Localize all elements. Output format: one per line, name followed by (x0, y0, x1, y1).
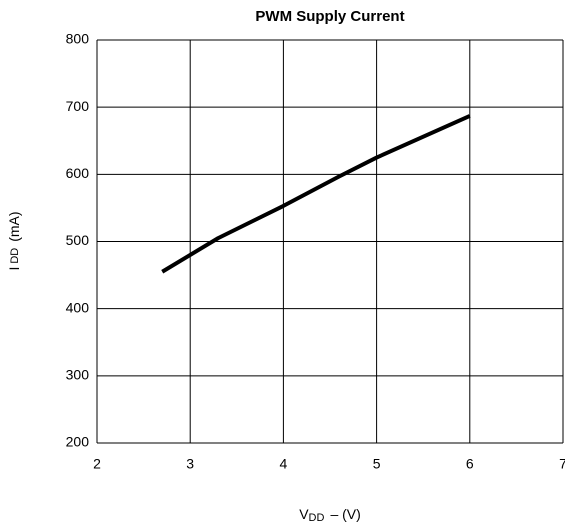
y-tick-label: 800 (66, 31, 90, 47)
x-tick-label: 5 (373, 456, 381, 472)
x-tick-label: 3 (186, 456, 194, 472)
x-tick-label: 4 (280, 456, 288, 472)
x-tick-label: 6 (466, 456, 474, 472)
y-tick-label: 400 (66, 299, 90, 315)
data-line (161, 114, 471, 274)
y-tick-label: 300 (66, 367, 90, 383)
y-label-main: I (6, 267, 22, 271)
x-label-main: V (299, 506, 309, 522)
y-tick-label: 200 (66, 434, 90, 450)
x-axis-label: VDD – (V) (299, 506, 361, 524)
y-label-unit: (mA) (6, 211, 22, 241)
y-tick-label: 700 (66, 98, 90, 114)
y-label-sub: DD (9, 248, 21, 264)
chart-title: PWM Supply Current (255, 8, 404, 25)
x-label-unit: – (V) (330, 506, 360, 522)
x-label-sub: DD (309, 512, 325, 524)
y-axis-label: I DD (mA) (6, 211, 22, 270)
y-tick-label: 500 (66, 232, 90, 248)
x-tick-label: 7 (559, 456, 565, 472)
x-tick-label: 2 (93, 456, 101, 472)
y-tick-label: 600 (66, 165, 90, 181)
